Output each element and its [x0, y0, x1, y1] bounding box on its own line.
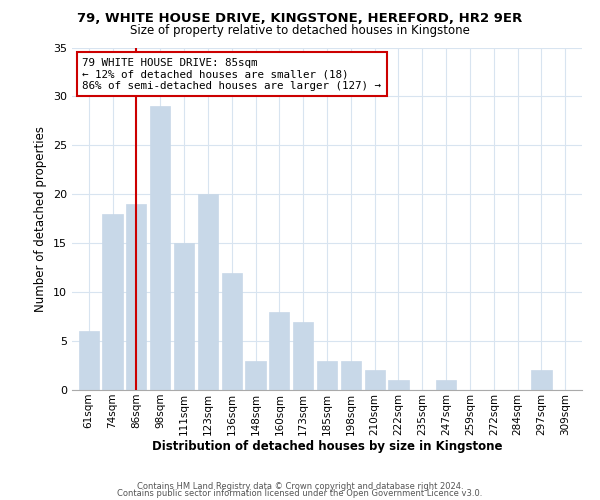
Text: Contains public sector information licensed under the Open Government Licence v3: Contains public sector information licen… [118, 489, 482, 498]
Bar [436, 380, 456, 390]
Bar [365, 370, 385, 390]
Text: Size of property relative to detached houses in Kingstone: Size of property relative to detached ho… [130, 24, 470, 37]
Bar [293, 322, 313, 390]
Text: 79 WHITE HOUSE DRIVE: 85sqm
← 12% of detached houses are smaller (18)
86% of sem: 79 WHITE HOUSE DRIVE: 85sqm ← 12% of det… [82, 58, 381, 91]
Bar [532, 370, 551, 390]
Text: Contains HM Land Registry data © Crown copyright and database right 2024.: Contains HM Land Registry data © Crown c… [137, 482, 463, 491]
Bar [341, 360, 361, 390]
Bar [245, 360, 266, 390]
Bar [150, 106, 170, 390]
Bar [174, 243, 194, 390]
Bar [103, 214, 122, 390]
X-axis label: Distribution of detached houses by size in Kingstone: Distribution of detached houses by size … [152, 440, 502, 454]
Bar [126, 204, 146, 390]
Bar [317, 360, 337, 390]
Bar [198, 194, 218, 390]
Bar [269, 312, 289, 390]
Y-axis label: Number of detached properties: Number of detached properties [34, 126, 47, 312]
Bar [221, 272, 242, 390]
Bar [79, 332, 99, 390]
Bar [388, 380, 409, 390]
Text: 79, WHITE HOUSE DRIVE, KINGSTONE, HEREFORD, HR2 9ER: 79, WHITE HOUSE DRIVE, KINGSTONE, HEREFO… [77, 12, 523, 26]
